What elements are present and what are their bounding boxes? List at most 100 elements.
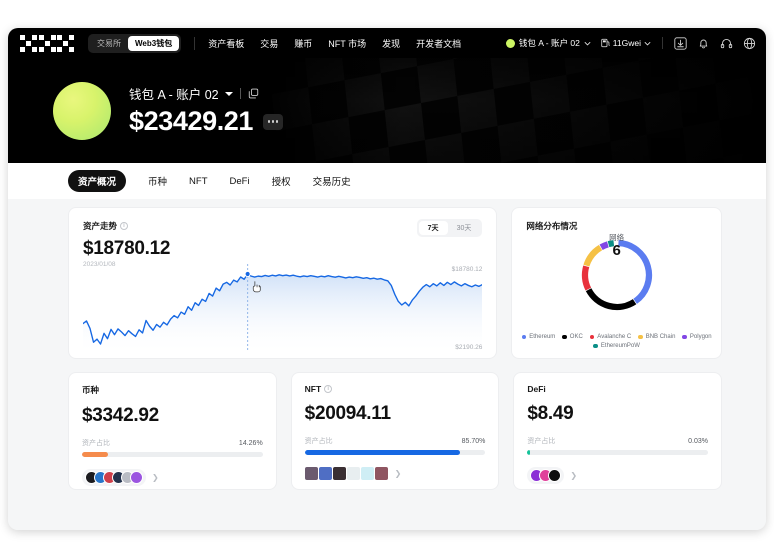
nft-thumbnail-group (304, 466, 389, 480)
token-icon (548, 468, 562, 482)
account-status-dot-icon (505, 38, 515, 48)
legend-label: Ethereum (529, 334, 556, 340)
nft-progress-track (304, 450, 486, 455)
tab-approvals[interactable]: 授权 (271, 177, 291, 188)
chart-axis-max-label: $18780.12 (451, 266, 483, 273)
account-selector[interactable]: 钱包 A - 账户 02 (505, 37, 591, 49)
tab-asset-overview[interactable]: 资产概况 (68, 170, 127, 192)
chevron-down-icon[interactable] (224, 91, 233, 96)
defi-progress-track (527, 450, 709, 455)
defi-icon-stack[interactable]: ❯ (527, 466, 708, 484)
chevron-right-icon[interactable]: ❯ (152, 472, 159, 482)
product-switch[interactable]: 交易所 Web3钱包 (88, 33, 182, 53)
token-summary-card[interactable]: 币种 $3342.92 资产占比 14.26% ❯ (68, 372, 277, 490)
nav-divider (194, 36, 196, 50)
nft-progress-fill (304, 450, 460, 455)
nft-thumbnail-stack[interactable]: ❯ (304, 466, 486, 480)
nft-ratio-percent: 85.70% (461, 438, 486, 445)
defi-progress-fill (527, 450, 530, 455)
download-icon[interactable] (674, 36, 687, 50)
gas-price-chip[interactable]: 11Gwei (601, 38, 651, 48)
token-progress-track (82, 452, 263, 457)
nft-card-title-row: NFT i (305, 384, 486, 394)
bell-icon[interactable] (697, 37, 710, 50)
nft-thumbnail-icon (374, 466, 388, 480)
gas-icon (601, 38, 610, 48)
nav-link-earn[interactable]: 赚币 (294, 38, 313, 49)
range-30d[interactable]: 30天 (456, 225, 472, 232)
defi-ratio-percent: 0.03% (688, 438, 709, 445)
wallet-account-row: 钱包 A - 账户 02 (129, 84, 283, 103)
hero-background-pattern (8, 58, 766, 163)
tab-transaction-history[interactable]: 交易历史 (312, 177, 351, 188)
legend-swatch-icon (682, 334, 687, 340)
legend-item-polygon[interactable]: Polygon (682, 334, 712, 340)
token-progress-fill (82, 452, 108, 457)
tab-tokens[interactable]: 币种 (148, 177, 168, 188)
overview-row-top: 资产走势 i $18780.12 2023/01/08 7天 30天 (68, 207, 722, 359)
avatar (53, 81, 111, 140)
copy-icon[interactable] (248, 88, 259, 99)
globe-icon[interactable] (743, 37, 756, 50)
legend-item-okc[interactable]: OKC (562, 334, 583, 340)
legend-label: Polygon (689, 334, 712, 340)
asset-trend-value: $18780.12 (83, 238, 171, 259)
hero-gradient-overlay (8, 58, 766, 163)
wallet-hero-banner: 钱包 A - 账户 02 $23429.21 (8, 58, 766, 163)
nav-link-trade[interactable]: 交易 (260, 38, 279, 49)
nft-summary-card[interactable]: NFT i $20094.11 资产占比 85.70% ❯ (290, 372, 500, 490)
nft-thumbnail-icon (332, 466, 346, 480)
token-icon (130, 470, 143, 484)
time-range-toggle[interactable]: 7天 30天 (416, 219, 483, 237)
legend-swatch-icon (593, 343, 598, 349)
chevron-right-icon[interactable]: ❯ (394, 468, 402, 478)
token-ratio-percent: 14.26% (238, 440, 263, 447)
tab-defi[interactable]: DeFi (229, 175, 250, 187)
nav-link-discover[interactable]: 发现 (382, 38, 401, 49)
nft-card-title: NFT (304, 384, 322, 394)
donut-center-label: 网络 (609, 233, 625, 242)
defi-card-amount: $8.49 (527, 403, 574, 424)
range-7d[interactable]: 7天 (418, 221, 448, 235)
browser-window: 交易所 Web3钱包 资产看板 交易 赚币 NFT 市场 发现 开发者文档 钱包… (8, 28, 766, 530)
tab-nft[interactable]: NFT (189, 175, 208, 187)
defi-summary-card[interactable]: DeFi $8.49 资产占比 0.03% ❯ (513, 372, 723, 490)
segment-exchange[interactable]: 交易所 (97, 38, 121, 48)
legend-item-bnb-chain[interactable]: BNB Chain (638, 334, 675, 340)
legend-label: EthereumPoW (600, 343, 640, 349)
asset-trend-title-row: 资产走势 i (83, 220, 482, 232)
nav-links: 资产看板 交易 赚币 NFT 市场 发现 开发者文档 (208, 37, 461, 50)
legend-item-ethereumpow[interactable]: EthereumPoW (593, 343, 640, 349)
nav-link-developer-docs[interactable]: 开发者文档 (416, 38, 462, 49)
chevron-right-icon[interactable]: ❯ (570, 470, 578, 480)
asset-tabs: 资产概况 币种 NFT DeFi 授权 交易历史 (8, 163, 766, 199)
legend-label: BNB Chain (645, 334, 676, 340)
info-icon[interactable]: i (120, 222, 129, 230)
headset-icon[interactable] (720, 37, 733, 50)
legend-item-ethereum[interactable]: Ethereum (521, 334, 556, 340)
nav-link-nft-market[interactable]: NFT 市场 (328, 38, 367, 49)
legend-item-avalanche-c[interactable]: Avalanche C (589, 334, 631, 340)
legend-swatch-icon (589, 334, 595, 340)
nft-thumbnail-icon (360, 466, 374, 480)
asset-trend-card: 资产走势 i $18780.12 2023/01/08 7天 30天 (68, 207, 498, 359)
token-icon-stack[interactable]: ❯ (82, 468, 263, 486)
legend-label: OKC (569, 334, 583, 340)
divider (239, 88, 241, 99)
token-ratio-label: 资产占比 (82, 440, 110, 447)
info-icon[interactable]: i (324, 385, 333, 393)
chart-axis-min-label: $2190.26 (455, 344, 483, 351)
okx-logo-icon[interactable] (20, 34, 74, 52)
nft-thumbnail-icon (346, 466, 360, 480)
segment-web3-wallet[interactable]: Web3钱包 (128, 35, 180, 51)
nav-divider (662, 37, 663, 49)
nft-ratio-label: 资产占比 (304, 438, 333, 445)
gas-price-label: 11Gwei (612, 38, 641, 48)
nft-thumbnail-icon (318, 466, 332, 480)
nav-link-asset-board[interactable]: 资产看板 (208, 38, 245, 49)
more-options-button[interactable] (263, 113, 284, 130)
chevron-down-icon (584, 41, 591, 45)
nft-card-amount: $20094.11 (304, 403, 391, 424)
asset-trend-chart[interactable]: $18780.12 $2190.26 (82, 264, 484, 352)
